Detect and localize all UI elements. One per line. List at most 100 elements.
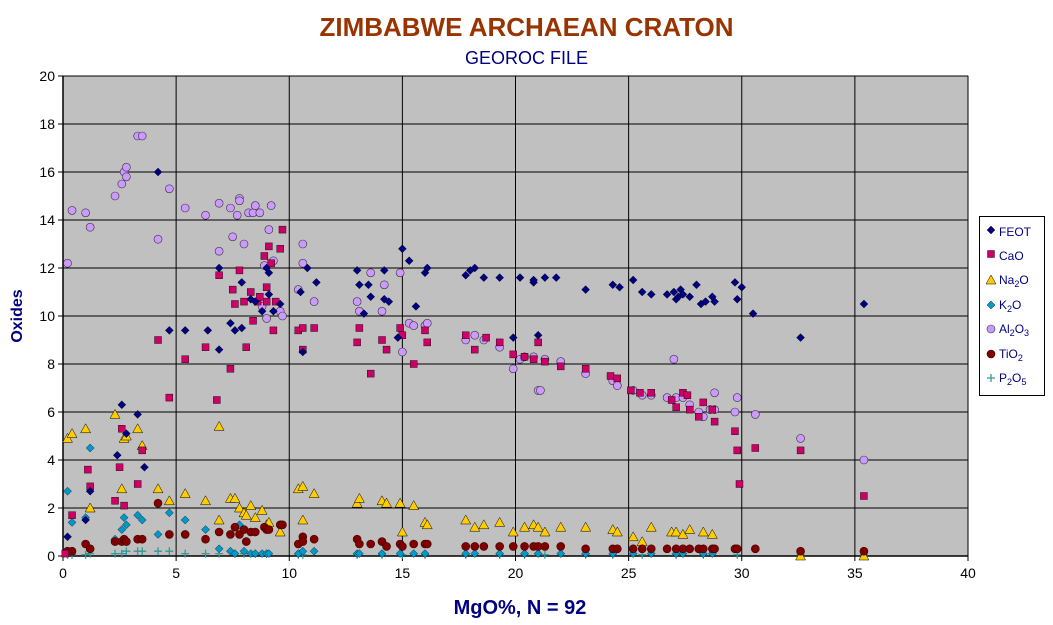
data-point-al2o3: [67, 206, 77, 215]
data-point-al2o3: [137, 131, 147, 141]
data-point-na2o: [645, 521, 657, 532]
data-point-feot: [581, 285, 590, 294]
data-point-na2o: [351, 497, 363, 508]
data-point-tio2: [859, 546, 869, 556]
x-tick-label: 20: [508, 565, 524, 581]
data-point-p2o5: [81, 550, 90, 559]
data-point-cao: [310, 324, 318, 332]
data-point-feot: [398, 244, 407, 254]
data-point-al2o3: [732, 393, 742, 402]
data-point-na2o: [408, 500, 420, 510]
data-point-k2o: [395, 549, 405, 558]
data-point-cao: [299, 324, 307, 332]
data-point-k2o: [214, 544, 224, 554]
data-point-feot: [508, 333, 518, 342]
data-point-al2o3: [470, 330, 480, 340]
data-point-cao: [367, 369, 375, 378]
data-point-al2o3: [110, 191, 120, 201]
data-point-al2o3: [264, 225, 274, 234]
data-point-cao: [262, 297, 271, 306]
data-point-feot: [796, 333, 805, 342]
y-tick-label: 12: [39, 260, 55, 276]
data-point-cao: [240, 297, 248, 306]
legend-label-p2o5: P2O5: [999, 371, 1027, 387]
data-point-cao: [482, 333, 490, 342]
legend-symbol-tio2: [986, 349, 996, 358]
data-point-k2o: [309, 546, 319, 556]
y-tick-label: 4: [47, 452, 55, 468]
data-point-na2o: [84, 502, 96, 513]
data-point-tio2: [698, 544, 708, 554]
data-point-feot: [366, 292, 375, 302]
data-point-cao: [695, 413, 703, 421]
data-point-al2o3: [228, 232, 237, 242]
data-point-cao: [627, 386, 635, 395]
data-point-cao: [68, 511, 76, 519]
data-point-p2o5: [165, 547, 174, 556]
legend-item-na2o: Na2O: [985, 272, 1029, 289]
y-axis-label: Oxides: [9, 289, 26, 342]
data-point-feot: [384, 297, 394, 306]
legend-label-feot: FEOT: [999, 224, 1031, 239]
data-point-feot: [540, 273, 550, 282]
data-point-k2o: [137, 515, 147, 525]
chart-subtitle: GEOROC FILE: [464, 48, 589, 68]
data-point-k2o: [355, 549, 364, 558]
x-tick-label: 25: [621, 565, 637, 581]
data-point-tio2: [153, 498, 163, 508]
data-point-cao: [495, 338, 504, 347]
data-point-na2o: [229, 492, 241, 503]
data-point-al2o3: [298, 239, 308, 249]
data-point-cao: [471, 345, 479, 354]
data-point-k2o: [122, 520, 131, 530]
data-point-al2o3: [153, 234, 163, 244]
data-point-feot: [153, 167, 163, 177]
data-point-feot: [646, 290, 656, 299]
data-point-feot: [226, 318, 235, 328]
data-point-al2o3: [201, 210, 210, 220]
data-point-k2o: [230, 549, 240, 558]
data-point-cao: [382, 345, 391, 354]
data-point-cao: [118, 425, 126, 433]
data-point-tio2: [751, 544, 760, 554]
data-point-al2o3: [63, 258, 72, 268]
data-point-cao: [201, 343, 210, 351]
data-point-al2o3: [298, 258, 308, 268]
data-point-tio2: [214, 527, 224, 537]
data-point-k2o: [470, 549, 480, 558]
data-point-feot: [140, 462, 149, 472]
data-point-cao: [541, 357, 549, 366]
data-point-cao: [409, 360, 418, 368]
data-point-tio2: [422, 539, 432, 549]
data-point-tio2: [137, 534, 147, 544]
y-tick-label: 18: [39, 116, 55, 132]
data-point-na2o: [627, 531, 639, 542]
data-point-k2o: [533, 549, 543, 558]
data-point-al2o3: [165, 184, 174, 194]
data-point-al2o3: [239, 239, 249, 249]
data-point-p2o5: [122, 547, 131, 556]
data-point-tio2: [180, 530, 190, 539]
data-point-k2o: [153, 530, 163, 539]
data-point-na2o: [297, 514, 309, 525]
data-point-k2o: [180, 515, 190, 525]
data-point-tio2: [508, 542, 518, 551]
data-point-cao: [462, 331, 470, 339]
series-na2o: [62, 408, 870, 561]
data-point-cao: [672, 403, 680, 411]
data-point-cao: [353, 338, 361, 347]
data-point-al2o3: [352, 297, 362, 306]
data-point-cao: [534, 338, 542, 347]
data-point-na2o: [240, 509, 252, 520]
data-point-al2o3: [398, 347, 407, 357]
data-point-cao: [733, 446, 741, 455]
data-point-tio2: [685, 544, 695, 554]
data-point-na2o: [381, 497, 392, 508]
data-point-k2o: [520, 549, 529, 558]
data-point-feot: [404, 256, 414, 266]
data-point-k2o: [117, 525, 127, 534]
data-point-cao: [115, 463, 124, 471]
y-tick-label: 16: [39, 164, 55, 180]
data-point-feot: [551, 273, 561, 282]
data-point-feot: [63, 532, 72, 542]
